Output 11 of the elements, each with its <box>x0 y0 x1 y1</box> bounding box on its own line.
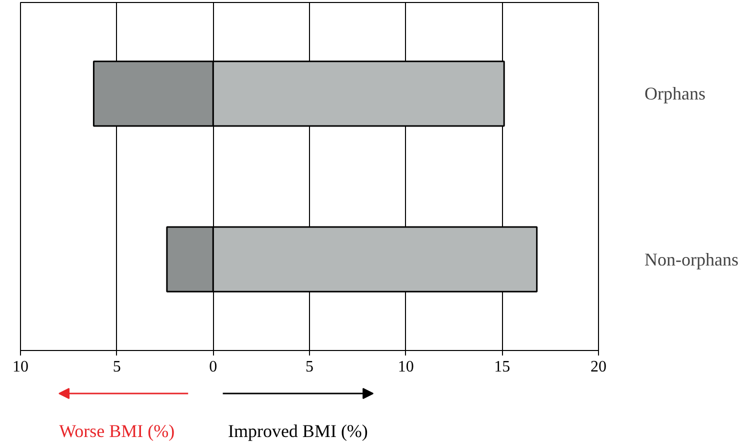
y-tick-label: Orphans <box>644 84 706 104</box>
x-tick-label: 5 <box>306 358 314 376</box>
x-tick-label: 20 <box>590 358 606 376</box>
text: Worse BMI (%) <box>59 421 175 442</box>
text: Improved BMI (%) <box>228 421 368 442</box>
x-tick-label: 5 <box>112 358 121 376</box>
x-tick-label: 15 <box>494 358 510 376</box>
x-tick-label: 10 <box>12 358 28 376</box>
y-tick-label: Non-orphans <box>644 249 738 270</box>
x-tick-label: 10 <box>398 358 414 376</box>
x-tick-label: 0 <box>209 358 218 376</box>
